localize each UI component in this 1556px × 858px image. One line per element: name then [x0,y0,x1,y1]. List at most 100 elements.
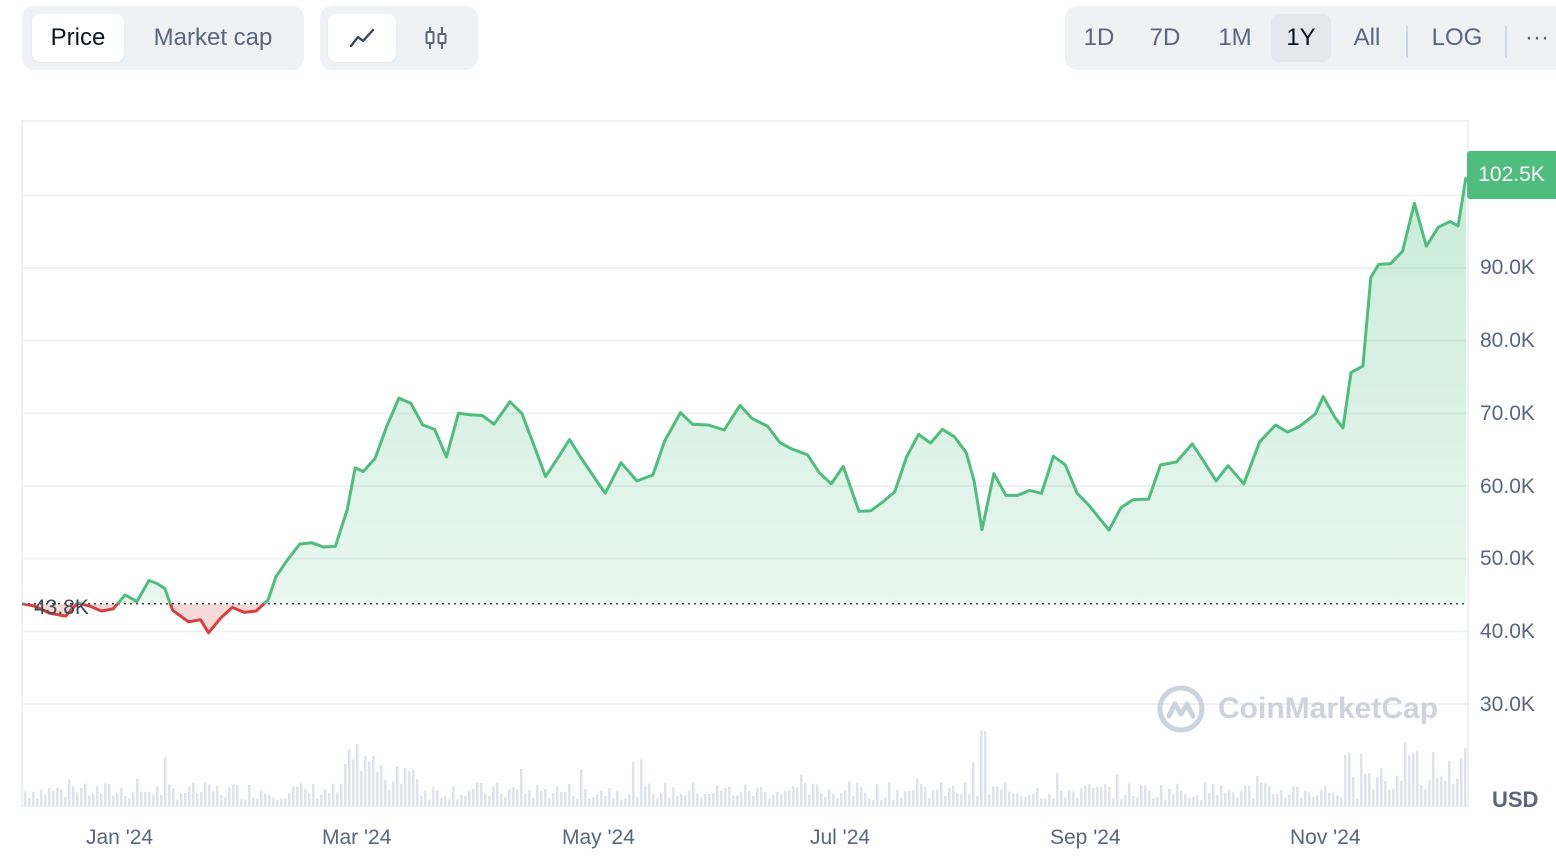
volume-bar [84,783,87,806]
volume-bar [252,797,255,806]
volume-bar [1072,791,1075,806]
volume-bar [596,794,599,806]
volume-bar [1000,789,1003,806]
volume-bar [936,789,939,806]
volume-bar [584,788,587,806]
volume-bar [600,790,603,806]
x-tick-sep: Sep '24 [1050,826,1121,849]
volume-bar [852,795,855,806]
volume-bar [484,792,487,806]
volume-bar [916,778,919,806]
coinmarketcap-watermark: CoinMarketCap [1156,684,1438,734]
tab-price[interactable]: Price [32,14,124,62]
volume-bar [1196,795,1199,806]
volume-bar [1080,788,1083,806]
volume-bar [1132,796,1135,806]
volume-bar [1304,790,1307,806]
current-price-badge: 102.5K [1467,151,1556,199]
tab-market-cap[interactable]: Market cap [153,24,273,51]
volume-bar [1220,785,1223,806]
candlestick-button[interactable] [402,14,470,62]
volume-bar [428,799,431,806]
volume-bar [496,782,499,806]
volume-bar [1464,747,1467,806]
volume-bar [836,798,839,806]
range-selector: 1D 7D 1M 1Y All LOG ··· [1065,6,1556,70]
volume-bar [976,796,979,806]
volume-bar [1348,752,1351,806]
volume-bar [1440,776,1443,806]
volume-bar [944,795,947,806]
x-tick-nov: Nov '24 [1290,826,1361,849]
volume-bar [432,786,435,806]
volume-bar [256,799,259,806]
volume-bar [472,788,475,806]
volume-bar [1416,751,1419,806]
volume-bar [1108,787,1111,806]
volume-bar [748,791,751,806]
volume-bar [1120,798,1123,806]
volume-bar [632,761,635,806]
volume-bar [236,785,239,806]
volume-bar [1288,794,1291,806]
volume-bar [168,784,171,806]
price-area-up [22,177,1466,604]
metric-tabs: Price Market cap [22,6,304,70]
log-scale-button[interactable]: LOG [1431,24,1483,51]
candlestick-icon [425,27,447,49]
volume-bar [276,799,279,806]
volume-bar [640,759,643,806]
volume-bar [1092,788,1095,806]
range-7d-button[interactable]: 7D [1149,24,1181,51]
volume-bar [760,786,763,806]
volume-bar [260,791,263,806]
volume-bar [952,785,955,806]
volume-bar [364,755,367,806]
volume-bar [116,792,119,806]
start-price-label: 43.8K [34,596,89,619]
volume-bar [1028,795,1031,806]
volume-bar [528,789,531,806]
volume-bar [424,790,427,806]
range-1d-button[interactable]: 1D [1083,24,1115,51]
range-divider [1406,26,1408,58]
volume-bar [1096,786,1099,806]
volume-bar [392,781,395,806]
volume-bar [768,798,771,806]
volume-bar [1284,797,1287,806]
volume-bar [892,799,895,806]
volume-bar [984,731,987,806]
volume-bar [1008,791,1011,806]
volume-bar [1160,785,1163,806]
range-1y-button[interactable]: 1Y [1271,14,1331,62]
volume-bar [548,798,551,806]
volume-bar [1404,743,1407,806]
volume-bar [1312,796,1315,806]
volume-bar [216,785,219,806]
more-options-button[interactable]: ··· [1525,24,1549,51]
volume-bar [884,796,887,806]
volume-bar [1112,798,1115,806]
volume-bar [1316,794,1319,806]
volume-bar [1088,784,1091,806]
volume-bar [240,799,243,806]
volume-bar [464,795,467,806]
range-all-button[interactable]: All [1353,24,1381,51]
volume-bar [1452,783,1455,806]
volume-bar [1300,797,1303,806]
volume-bar [292,786,295,806]
volume-bar [1216,794,1219,806]
volume-bar [820,793,823,806]
volume-bar [1016,793,1019,806]
range-1m-button[interactable]: 1M [1218,24,1252,51]
volume-bar [384,779,387,806]
x-tick-mar: Mar '24 [322,826,392,849]
volume-bar [184,792,187,806]
volume-bar [52,791,55,806]
line-chart-button[interactable] [328,14,396,62]
volume-bar [344,763,347,806]
volume-bar [872,799,875,806]
volume-bar [1420,784,1423,806]
volume-bar [1308,792,1311,806]
